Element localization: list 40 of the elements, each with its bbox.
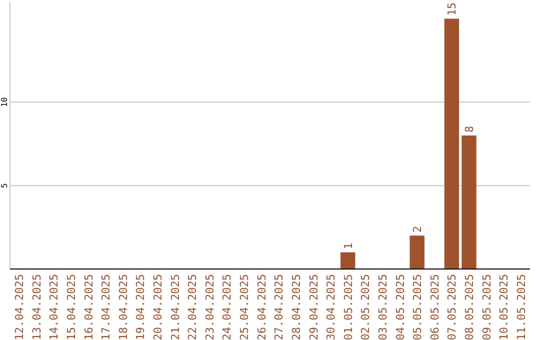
x-tick-label: 29.04.2025 — [307, 274, 320, 340]
x-tick-label: 12.04.2025 — [13, 274, 26, 340]
x-tick-label: 16.04.2025 — [82, 274, 96, 340]
x-tick-label: 26.04.2025 — [255, 274, 268, 340]
y-tick-label: 5 — [0, 182, 9, 188]
x-tick-label: 22.04.2025 — [186, 274, 200, 340]
x-tick-label: 19.04.2025 — [134, 274, 148, 340]
x-tick-label: 03.05.2025 — [376, 274, 390, 340]
x-tick-label: 30.04.2025 — [324, 274, 338, 340]
data-label: 15 — [446, 2, 459, 16]
x-tick-label: 02.05.2025 — [359, 274, 372, 340]
x-tick-label: 05.05.2025 — [411, 274, 424, 340]
data-label: 8 — [463, 126, 476, 132]
x-tick-label: 11.05.2025 — [514, 274, 528, 340]
x-tick-label: 24.04.2025 — [220, 274, 234, 340]
x-tick-label: 13.04.2025 — [30, 274, 44, 340]
x-tick-label: 06.05.2025 — [428, 274, 442, 340]
x-tick-label: 14.04.2025 — [48, 274, 61, 340]
bar — [410, 236, 424, 269]
x-tick-label: 20.04.2025 — [152, 274, 165, 340]
x-tick-label: 17.04.2025 — [100, 274, 113, 340]
data-label: 1 — [342, 242, 355, 250]
x-tick-label: 10.05.2025 — [498, 274, 511, 340]
x-tick-label: 07.05.2025 — [446, 274, 459, 340]
y-tick-label: 10 — [0, 97, 9, 107]
bar — [462, 136, 476, 269]
x-tick-label: 28.04.2025 — [290, 274, 303, 340]
x-tick-label: 01.05.2025 — [342, 274, 355, 340]
bar — [340, 252, 356, 269]
x-tick-label: 21.04.2025 — [168, 274, 182, 340]
x-tick-label: 25.04.2025 — [238, 274, 252, 340]
x-tick-label: 27.04.2025 — [272, 274, 286, 340]
x-tick-label: 15.04.2025 — [65, 274, 78, 340]
data-label: 2 — [411, 226, 424, 233]
x-tick-label: 23.04.2025 — [203, 274, 216, 340]
bar — [444, 18, 460, 269]
x-tick-label: 18.04.2025 — [116, 274, 130, 340]
x-tick-label: 09.05.2025 — [480, 274, 494, 340]
x-tick-label: 08.05.2025 — [463, 274, 476, 340]
x-tick-label: 04.05.2025 — [394, 274, 407, 340]
